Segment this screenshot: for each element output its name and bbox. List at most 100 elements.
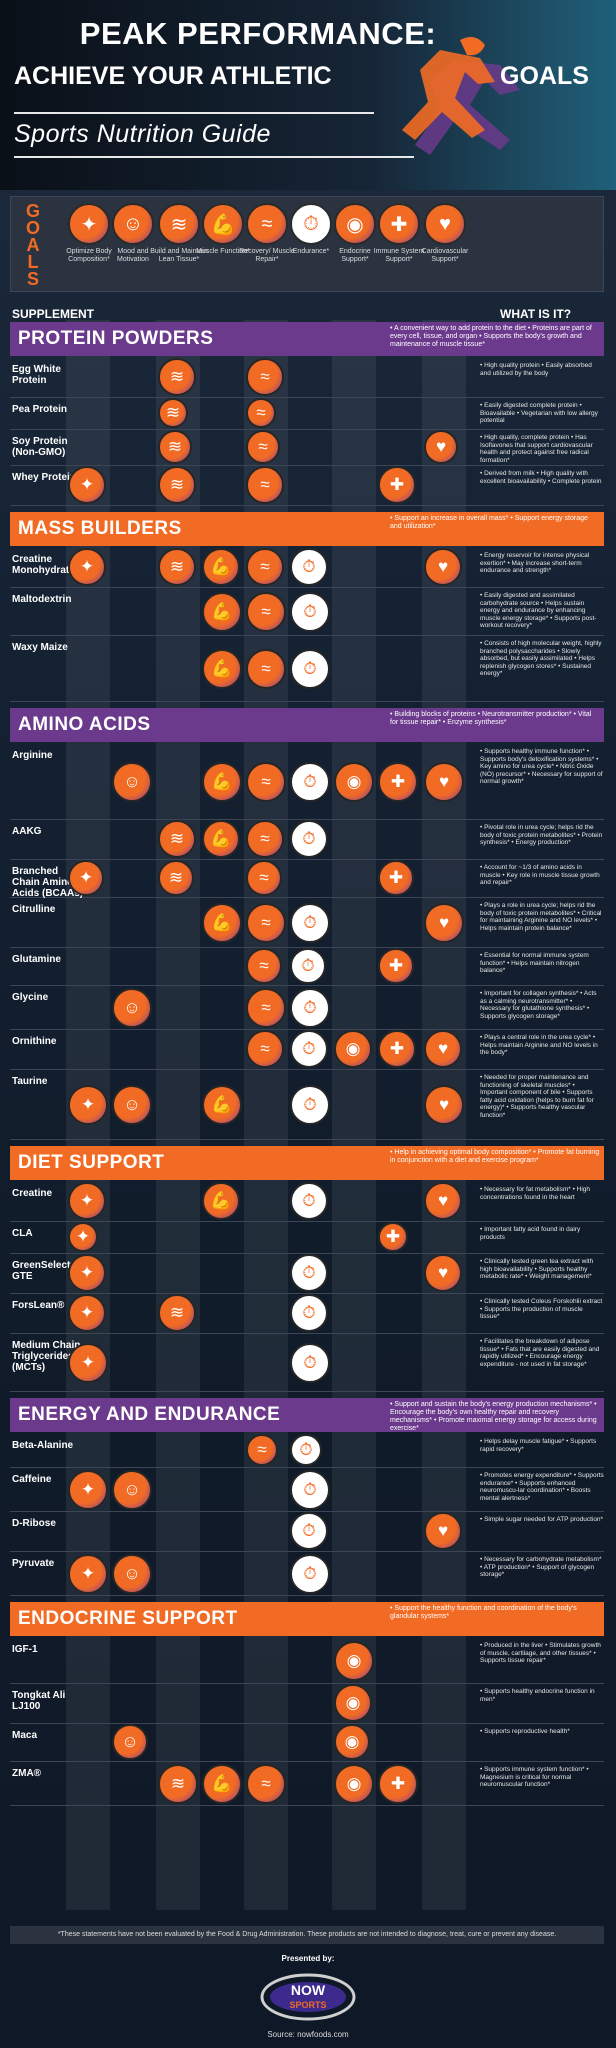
supplement-description: • Plays a role in urea cycle; helps rid … [480, 902, 602, 932]
section-header: MASS BUILDERS • Support an increase in ov… [10, 512, 604, 546]
header: PEAK PERFORMANCE: ACHIEVE YOUR ATHLETIC … [0, 0, 616, 190]
muscle-repair-icon: ≈ [246, 1764, 286, 1804]
stopwatch-icon: ⏱ [290, 1343, 330, 1383]
supplement-name: Medium Chain Triglycerides (MCTs) [12, 1340, 81, 1373]
section-description: • Support an increase in overall mass* •… [390, 515, 588, 530]
supplement-description: • Necessary for fat metabolism* • High c… [480, 1186, 591, 1201]
goal-3: 💪 Muscle Function* [193, 203, 253, 256]
supplement-row: Whey Protein • Derived from milk • High q… [10, 466, 604, 506]
section-header: ENDOCRINE SUPPORT • Support the healthy f… [10, 1602, 604, 1636]
brain-icon: ☺ [112, 762, 152, 802]
goal-label: Recovery/ Muscle Repair* [239, 248, 295, 263]
supplement-row: Ornithine • Plays a central role in the u… [10, 1030, 604, 1070]
flexed-arm-icon: 💪 [202, 820, 240, 858]
supplement-name: Beta-Alanine [12, 1440, 74, 1451]
supplement-description: • Plays a central role in the urea cycle… [480, 1034, 598, 1056]
muscle-repair-icon: ≈ [246, 203, 288, 245]
supplement-description: • Promotes energy expenditure* • Support… [480, 1472, 604, 1502]
body-icon: ✦ [68, 1343, 108, 1383]
svg-text:SPORTS: SPORTS [289, 2000, 326, 2010]
flexed-arm-icon: 💪 [202, 203, 244, 245]
supplement-name: CLA [12, 1228, 33, 1239]
immune-body-icon: ✚ [378, 203, 420, 245]
stopwatch-icon: ⏱ [290, 548, 328, 586]
goal-label: Build and Maintain Lean Tissue* [150, 248, 208, 263]
brain-icon: ☺ [112, 1085, 152, 1125]
flexed-arm-icon: 💪 [202, 1182, 240, 1220]
brain-icon: ☺ [112, 1724, 148, 1760]
disclaimer: *These statements have not been evaluate… [10, 1926, 604, 1944]
supplement-row: Taurine • Needed for proper maintenance a… [10, 1070, 604, 1140]
stopwatch-icon: ⏱ [290, 1470, 330, 1510]
brain-icon: ☺ [112, 1554, 152, 1594]
body-icon: ✦ [68, 1222, 98, 1252]
supplement-name: Soy Protein (Non-GMO) [12, 436, 68, 458]
section-title: MASS BUILDERS [18, 518, 182, 539]
gland-icon: ◉ [334, 1764, 374, 1804]
supplement-row: ForsLean® • Clinically tested Coleus Fors… [10, 1294, 604, 1334]
supplement-description: • Helps delay muscle fatigue* • Supports… [480, 1438, 597, 1453]
stopwatch-icon: ⏱ [290, 203, 332, 245]
heart-icon: ♥ [424, 548, 462, 586]
muscle-fiber-icon: ≋ [158, 548, 196, 586]
muscle-fiber-icon: ≋ [158, 398, 188, 428]
flexed-arm-icon: 💪 [202, 1764, 242, 1804]
body-icon: ✦ [68, 203, 110, 245]
section-description: • Support the healthy function and coord… [390, 1605, 577, 1620]
body-icon: ✦ [68, 548, 106, 586]
section-title: ENERGY AND ENDURANCE [18, 1404, 281, 1425]
supplement-name: Pyruvate [12, 1558, 55, 1569]
supplement-row: Creatine Monohydrate • Energy reservoir f… [10, 548, 604, 588]
muscle-repair-icon: ≈ [246, 820, 284, 858]
supplement-description: • Clinically tested green tea extract wi… [480, 1258, 594, 1280]
supplement-name: ZMA® [12, 1768, 42, 1779]
muscle-repair-icon: ≈ [246, 592, 286, 632]
supplement-row: Citrulline • Plays a role in urea cycle; … [10, 898, 604, 948]
section-header: PROTEIN POWDERS • A convenient way to add… [10, 322, 604, 356]
goal-2: ≋ Build and Maintain Lean Tissue* [149, 203, 209, 264]
section-header: DIET SUPPORT • Help in achieving optimal … [10, 1146, 604, 1180]
goal-6: ◉ Endocrine Support* [325, 203, 385, 264]
supplement-header: SUPPLEMENT [12, 307, 95, 321]
svg-text:NOW: NOW [291, 1982, 326, 1998]
goal-label: Optimize Body Composition* [66, 248, 112, 263]
heart-icon: ♥ [424, 1182, 462, 1220]
muscle-repair-icon: ≈ [246, 860, 282, 896]
supplement-description: • Important fatty acid found in dairy pr… [480, 1226, 581, 1241]
muscle-repair-icon: ≈ [246, 948, 282, 984]
muscle-fiber-icon: ≋ [158, 203, 200, 245]
muscle-repair-icon: ≈ [246, 649, 286, 689]
supplement-description: • Energy reservoir for intense physical … [480, 552, 590, 574]
supplement-name: IGF-1 [12, 1644, 38, 1655]
supplement-name: Taurine [12, 1076, 48, 1087]
stopwatch-icon: ⏱ [290, 592, 330, 632]
gland-icon: ◉ [334, 203, 376, 245]
goal-0: ✦ Optimize Body Composition* [59, 203, 119, 264]
stopwatch-icon: ⏱ [290, 1554, 330, 1594]
section-header: AMINO ACIDS • Building blocks of proteins… [10, 708, 604, 742]
presented-by: Presented by: [281, 1954, 335, 1963]
supplement-name: AAKG [12, 826, 42, 837]
heart-icon: ♥ [424, 903, 464, 943]
body-icon: ✦ [68, 1294, 106, 1332]
immune-body-icon: ✚ [378, 466, 416, 504]
goal-label: Endurance* [292, 248, 330, 255]
stopwatch-icon: ⏱ [290, 903, 330, 943]
supplement-description: • High quality protein • Easily absorbed… [480, 362, 592, 377]
flexed-arm-icon: 💪 [202, 592, 242, 632]
stopwatch-icon: ⏱ [290, 1512, 328, 1550]
immune-body-icon: ✚ [378, 762, 418, 802]
supplement-description: • Produced in the liver • Stimulates gro… [480, 1642, 601, 1664]
title-line-1: PEAK PERFORMANCE: [79, 16, 437, 51]
goal-4: ≈ Recovery/ Muscle Repair* [237, 203, 297, 264]
muscle-fiber-icon: ≋ [158, 466, 196, 504]
muscle-fiber-icon: ≋ [158, 430, 192, 464]
goal-label: Muscle Function* [196, 248, 250, 255]
supplement-row: AAKG • Pivotal role in urea cycle; helps … [10, 820, 604, 860]
supplement-name: Waxy Maize [12, 642, 68, 653]
supplement-description: • Simple sugar needed for ATP production… [480, 1516, 604, 1523]
gland-icon: ◉ [334, 1030, 372, 1068]
muscle-repair-icon: ≈ [246, 1030, 284, 1068]
supplement-row: IGF-1 • Produced in the liver • Stimulate… [10, 1638, 604, 1684]
heart-icon: ♥ [424, 203, 466, 245]
